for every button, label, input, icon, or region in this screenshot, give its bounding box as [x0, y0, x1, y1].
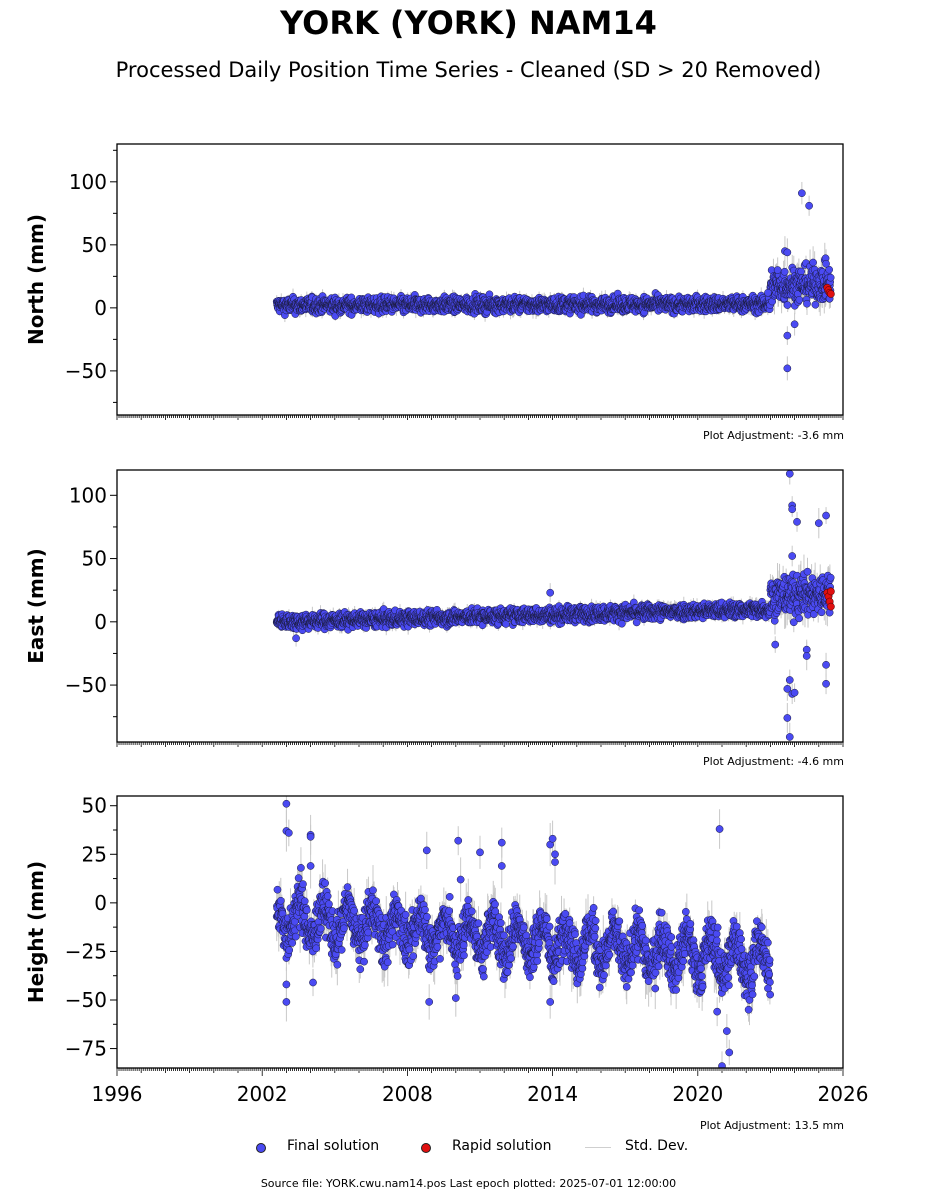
final-solution-point [790, 320, 799, 329]
final-solution-point [783, 248, 792, 257]
final-solution-point [798, 189, 806, 198]
final-solution-point [783, 364, 792, 373]
final-solution-point [783, 331, 792, 340]
final-solution-point [805, 201, 813, 210]
y-tick-label: 100 [69, 170, 107, 194]
final-solution-point [826, 273, 835, 282]
final-solution-point [783, 301, 792, 309]
axes-frame [116, 143, 844, 416]
chart-title: YORK (YORK) NAM14 [280, 4, 657, 42]
y-tick-label: −50 [65, 359, 107, 383]
final-solution-point [780, 267, 789, 276]
final-solution-point [773, 266, 782, 274]
plot-area [272, 181, 835, 381]
y-axis-label: North (mm) [24, 214, 48, 345]
final-solution-point [811, 300, 820, 309]
final-solution-point [795, 295, 804, 304]
final-solution-point [803, 299, 811, 308]
panel-1: −50 0 50 100 North (mm) [24, 143, 844, 420]
final-solution-point [797, 267, 806, 276]
final-solution-point [764, 288, 772, 297]
chart-subtitle: Processed Daily Position Time Series - C… [115, 58, 822, 82]
plot-area [272, 470, 835, 742]
rapid-solution-point [827, 290, 835, 298]
y-tick-label: 50 [82, 233, 107, 257]
final-solution-point [809, 258, 817, 267]
y-tick-label: 0 [94, 296, 107, 320]
final-solution-point [822, 259, 830, 268]
